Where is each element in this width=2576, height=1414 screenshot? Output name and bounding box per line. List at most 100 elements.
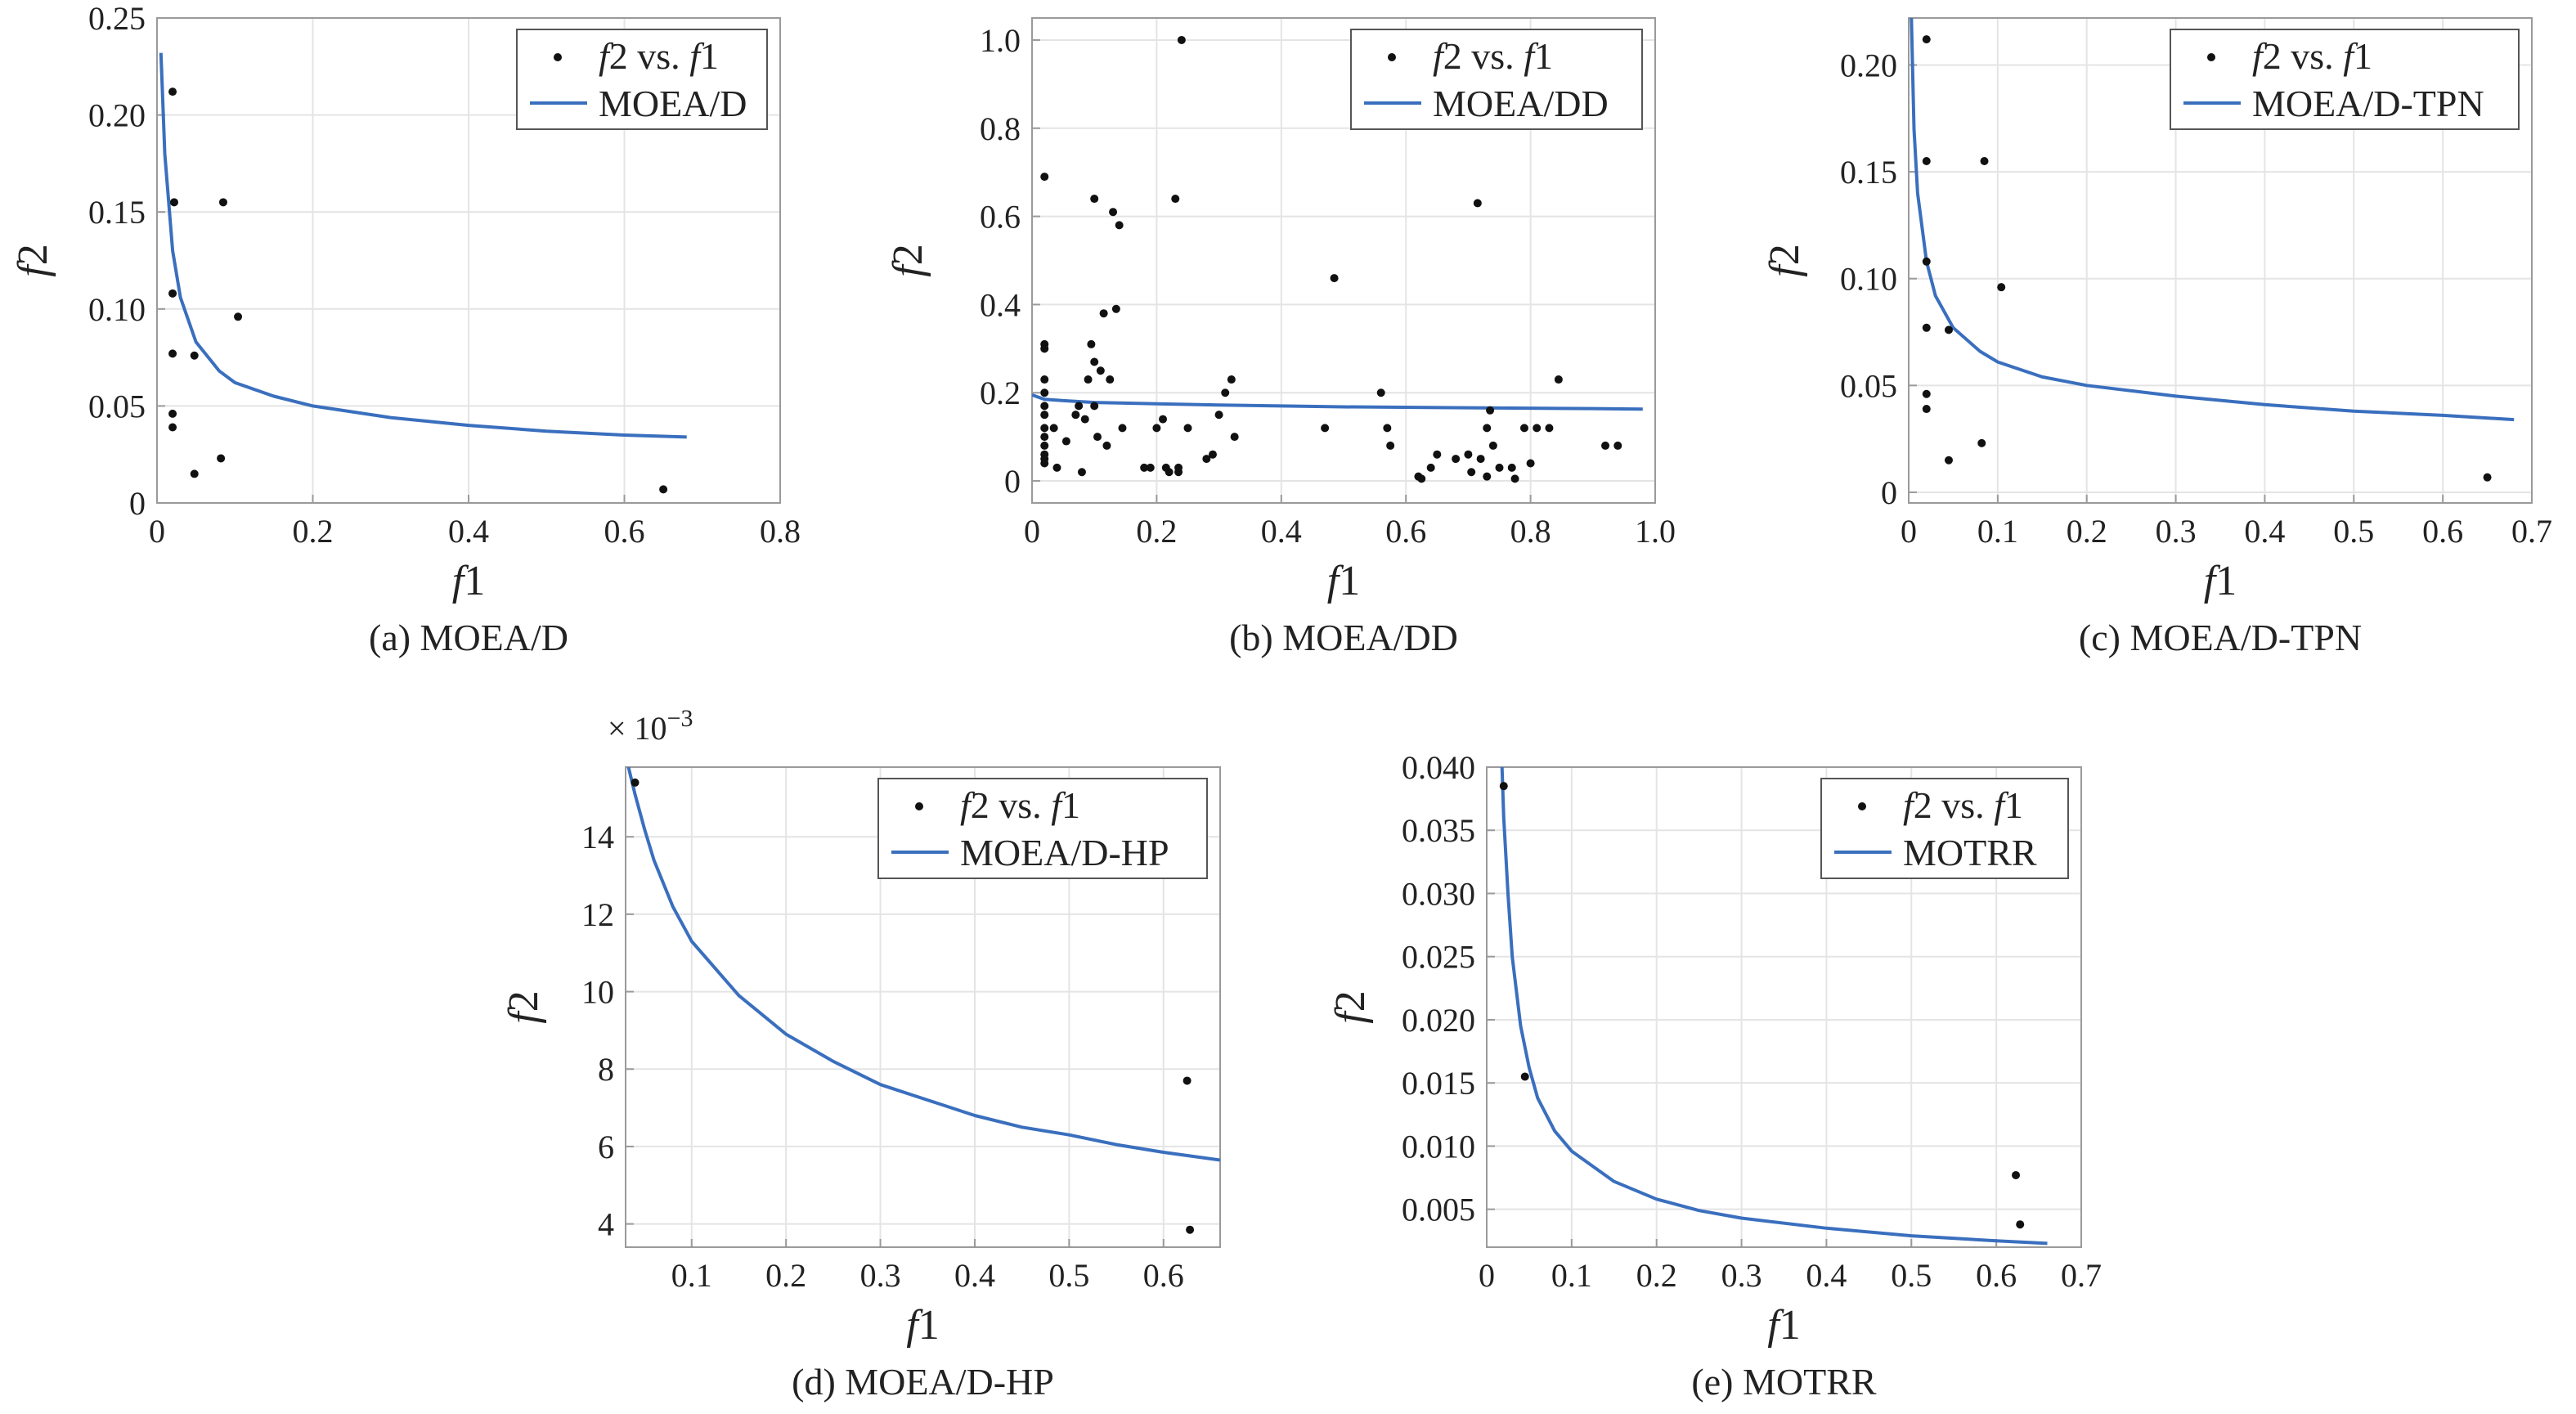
y-tick-label: 0.20: [88, 97, 146, 134]
y-tick-label: 8: [598, 1051, 614, 1088]
x-tick-label: 0.8: [1510, 513, 1551, 550]
legend-box: [877, 778, 1208, 879]
data-point: [1922, 323, 1931, 332]
data-point: [1486, 406, 1495, 415]
y-tick-label: 0: [1004, 463, 1021, 500]
legend-box: [1820, 778, 2069, 879]
x-tick-label: 0: [149, 513, 165, 550]
y-axis-label: f2: [10, 244, 56, 276]
data-point: [1922, 389, 1931, 398]
data-point: [1997, 283, 2006, 292]
pareto-curve: [1032, 393, 1643, 411]
data-point: [1090, 402, 1099, 411]
chart-a: 0 0.2 0.4 0.6 0.8 0 0.05 0.10 0.15 0.20 0.25 f1 f2 (a…: [10, 0, 801, 658]
data-point: [1613, 441, 1622, 450]
data-point: [1093, 433, 1102, 442]
data-point: [1483, 424, 1492, 433]
legend: f2 vs. f1 MOEA/D-TPN: [2170, 29, 2520, 130]
legend-label-curve: MOEA/D: [599, 83, 747, 124]
legend-label-curve: MOEA/DD: [1433, 83, 1609, 124]
axes-frame: [1486, 766, 2082, 1248]
data-point: [1084, 375, 1093, 384]
y-tick-label: 0.15: [1840, 154, 1897, 191]
data-point: [1171, 195, 1180, 204]
pareto-curve: [159, 52, 687, 439]
data-point: [1075, 402, 1084, 411]
data-point: [1214, 411, 1223, 420]
x-tick-label: 0.3: [2156, 513, 2197, 550]
x-tick-label: 0.4: [954, 1257, 995, 1294]
panel-caption: (e) MOTRR: [1691, 1361, 1876, 1403]
data-point: [1109, 208, 1118, 217]
x-tick-label: 0: [1479, 1257, 1495, 1294]
legend-point-marker: [915, 802, 923, 810]
y-tick-label: 0.2: [980, 375, 1021, 411]
data-point: [218, 198, 227, 207]
x-tick-label: 0.1: [1551, 1257, 1592, 1294]
data-point: [1426, 463, 1435, 472]
x-tick-label: 0.1: [671, 1257, 712, 1294]
legend-label-points: f2 vs. f1: [599, 35, 719, 77]
data-point: [1090, 195, 1099, 204]
data-point: [1386, 441, 1395, 450]
axes-frame: [625, 766, 1221, 1248]
x-tick-label: 0.4: [1261, 513, 1302, 550]
data-point: [1977, 438, 1986, 447]
x-axis-label: f1: [1767, 1302, 1800, 1349]
legend-label-points: f2 vs. f1: [1433, 35, 1553, 77]
data-point: [1922, 35, 1931, 44]
data-point: [1944, 325, 1953, 334]
data-point: [1115, 221, 1124, 230]
data-point: [1177, 35, 1186, 44]
panel-caption: (b) MOEA/DD: [1229, 617, 1458, 658]
data-point: [1476, 455, 1485, 464]
y-tick-label: 0.035: [1402, 812, 1475, 849]
data-point: [1061, 437, 1070, 446]
data-point: [2483, 473, 2492, 482]
legend-box: [1350, 29, 1643, 130]
y-tick-label: 0.15: [88, 194, 146, 231]
legend: f2 vs. f1 MOEA/DD: [1350, 29, 1643, 130]
y-tick-label: 0.8: [980, 110, 1021, 147]
data-point: [659, 485, 668, 494]
legend-label-points: f2 vs. f1: [1903, 784, 2023, 826]
data-point: [1980, 157, 1989, 166]
y-tick-label: 0.6: [980, 199, 1021, 236]
data-point: [1520, 1072, 1529, 1081]
data-point: [1152, 424, 1161, 433]
legend-label-curve: MOEA/D-HP: [960, 832, 1169, 873]
legend-box: [2170, 29, 2520, 130]
data-point: [190, 469, 199, 478]
x-tick-label: 0.5: [1891, 1257, 1932, 1294]
y-tick-label: 0.040: [1402, 749, 1475, 786]
pareto-curve: [1500, 767, 2048, 1246]
data-point: [1227, 375, 1236, 384]
data-point: [1146, 463, 1155, 472]
data-point: [1330, 274, 1339, 283]
y-tick-label: 4: [598, 1206, 614, 1243]
data-point: [1040, 375, 1049, 384]
data-point: [1944, 456, 1953, 465]
data-point: [1495, 463, 1504, 472]
data-point: [1383, 424, 1392, 433]
chart-d: 0.1 0.2 0.3 0.4 0.5 0.6 4 6 8 10 12 14 × 10−3 f1 f2 (d)…: [500, 705, 1221, 1403]
data-point: [1488, 441, 1497, 450]
data-point: [1040, 459, 1049, 468]
data-point: [1510, 474, 1519, 483]
pareto-curve: [1910, 18, 2515, 422]
data-point: [1102, 441, 1111, 450]
y-tick-label: 1.0: [980, 22, 1021, 59]
y-tick-label: 0.025: [1402, 939, 1475, 976]
y-tick-label: 0.010: [1402, 1128, 1475, 1165]
data-point: [1321, 424, 1330, 433]
data-point: [1118, 424, 1127, 433]
legend: f2 vs. f1 MOEA/D: [516, 29, 768, 130]
y-tick-label: 0.015: [1402, 1065, 1475, 1102]
data-point: [1040, 173, 1049, 182]
data-point: [1533, 424, 1542, 433]
x-tick-label: 0.3: [860, 1257, 901, 1294]
legend-label-curve: MOTRR: [1903, 832, 2037, 873]
y-tick-label: 0.4: [980, 286, 1021, 323]
y-tick-label: 0.030: [1402, 875, 1475, 912]
data-point: [1922, 157, 1931, 166]
